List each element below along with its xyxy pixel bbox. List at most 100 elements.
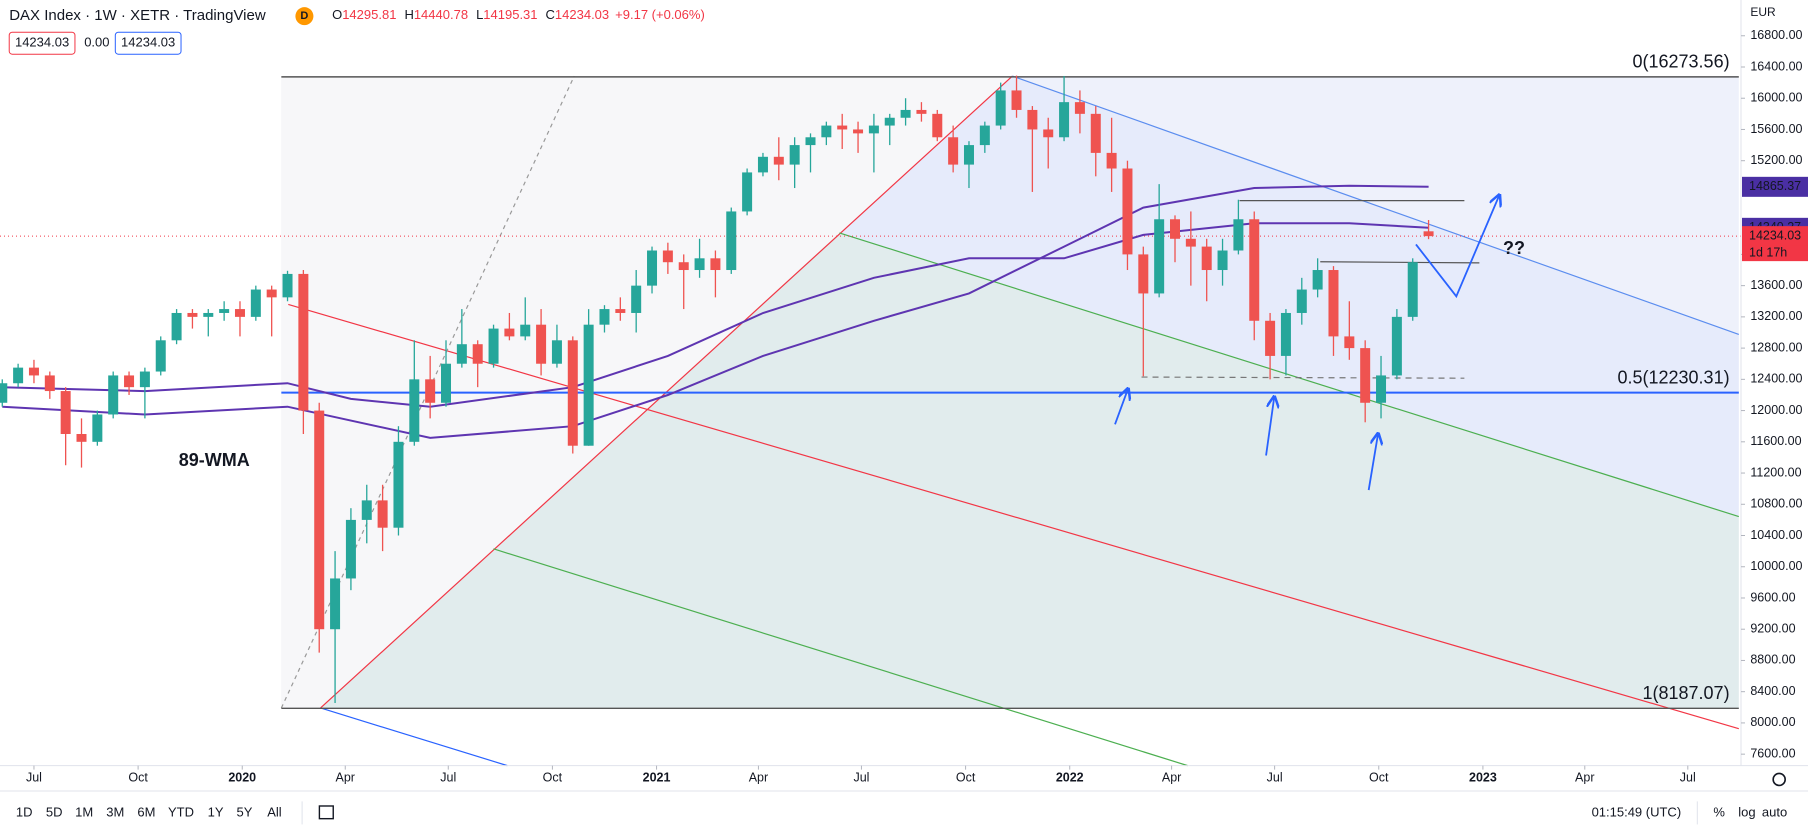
candle-body	[1296, 289, 1307, 313]
candle-body	[330, 578, 341, 630]
candle-body	[1233, 219, 1244, 251]
range-button[interactable]: 6M	[137, 804, 155, 819]
y-tick-label: 9200.00	[1750, 622, 1795, 636]
moving-average	[2, 222, 1429, 408]
candle-body	[203, 312, 214, 317]
candle-body	[1312, 270, 1323, 290]
ohlc-key: C	[546, 8, 555, 23]
fork-zone-upper	[839, 76, 1739, 517]
value-box-text: 14234.03	[121, 35, 175, 50]
level-line	[1141, 376, 1465, 379]
range-button[interactable]: 1M	[75, 804, 93, 819]
candle-body	[694, 258, 705, 271]
range-button[interactable]: 1D	[16, 804, 33, 819]
range-button[interactable]: YTD	[168, 804, 194, 819]
fork-zone-lower	[320, 232, 1739, 708]
fib-label: 0(16273.56)	[1633, 52, 1730, 72]
y-tick-label: 15600.00	[1750, 122, 1802, 136]
y-tick-label: 12400.00	[1750, 372, 1802, 386]
range-button[interactable]: 5D	[46, 804, 63, 819]
ma-price-label: 14865.37	[1749, 179, 1801, 193]
x-tick-label: Jul	[440, 771, 456, 785]
candle-body	[1344, 336, 1355, 349]
candle-body	[441, 363, 452, 403]
arrow	[1367, 435, 1378, 491]
x-tick-label: Jul	[1680, 771, 1696, 785]
y-tick-label: 16400.00	[1750, 59, 1802, 73]
candle-body	[837, 125, 848, 130]
y-tick-label: 9600.00	[1750, 590, 1795, 604]
range-button[interactable]: All	[267, 804, 282, 819]
price-axis	[1741, 0, 1808, 766]
candle-body	[76, 434, 87, 442]
candle-body	[298, 273, 309, 411]
candle-body	[631, 285, 642, 313]
x-tick-label: Apr	[1162, 771, 1181, 785]
range-button[interactable]: 1Y	[208, 804, 224, 819]
candle-body	[647, 250, 658, 286]
candle-body	[1249, 219, 1260, 321]
scale-option[interactable]: auto	[1762, 804, 1787, 819]
ohlc-key: H	[404, 8, 413, 23]
candle-body	[948, 137, 959, 165]
candle-body	[171, 312, 182, 341]
level-line	[1320, 261, 1480, 264]
candle-body	[1170, 219, 1181, 239]
candle-body	[757, 156, 768, 173]
range-button[interactable]: 5Y	[236, 804, 252, 819]
value-box	[114, 31, 182, 55]
scale-option[interactable]: %	[1713, 804, 1725, 819]
candle-body	[1391, 316, 1402, 376]
candle-body	[567, 340, 578, 446]
candle-body	[520, 324, 531, 337]
x-tick-label: 2021	[643, 771, 671, 785]
candle-body	[1201, 246, 1212, 271]
trend-line	[320, 707, 508, 767]
candle-body	[266, 289, 277, 298]
ohlc-value: 14295.81	[342, 8, 396, 23]
ohlc-legend: O14295.81 H14440.78 L14195.31 C14234.03 +9.1…	[332, 8, 705, 23]
candle-body	[932, 113, 943, 138]
countdown: 1d 17h	[1749, 245, 1787, 259]
candle-body	[1423, 231, 1434, 237]
candle-body	[1138, 254, 1149, 294]
x-tick-label: Apr	[1575, 771, 1594, 785]
candle-body	[377, 500, 388, 528]
candle-body	[1122, 168, 1133, 255]
candle-body	[963, 145, 974, 165]
candle-body	[742, 172, 753, 212]
x-tick-label: Jul	[1267, 771, 1283, 785]
y-tick-label: 10000.00	[1750, 559, 1802, 573]
last-price-label: 14234.03	[1749, 228, 1801, 242]
fib-label: 0.5(12230.31)	[1617, 367, 1729, 387]
y-tick-label: 16800.00	[1750, 28, 1802, 42]
x-tick-label: 2022	[1056, 771, 1084, 785]
candle-body	[789, 145, 800, 165]
candle-body	[1360, 348, 1371, 403]
candle-body	[187, 312, 198, 317]
candle-body	[250, 289, 261, 317]
candle-body	[488, 328, 499, 364]
candle-body	[60, 391, 71, 435]
candle-body	[979, 125, 990, 146]
candle-body	[805, 137, 816, 146]
scale-option[interactable]: log	[1738, 804, 1755, 819]
arrow	[1415, 196, 1499, 299]
candle-body	[1407, 262, 1418, 317]
candle-body	[900, 109, 911, 118]
settings-icon[interactable]	[1772, 772, 1786, 787]
candle-body	[536, 324, 547, 364]
candle-body	[995, 90, 1006, 126]
badge-bg	[295, 7, 314, 26]
date-range-icon[interactable]	[318, 805, 334, 820]
ohlc-value: 14440.78	[414, 8, 468, 23]
candle-body	[472, 344, 483, 364]
y-tick-label: 11600.00	[1750, 434, 1801, 448]
range-button[interactable]: 3M	[106, 804, 124, 819]
candle-body	[868, 125, 879, 134]
ohlc-value: 14234.03	[555, 8, 609, 23]
y-tick-label: 10800.00	[1750, 497, 1802, 511]
y-tick-label: 15200.00	[1750, 153, 1802, 167]
